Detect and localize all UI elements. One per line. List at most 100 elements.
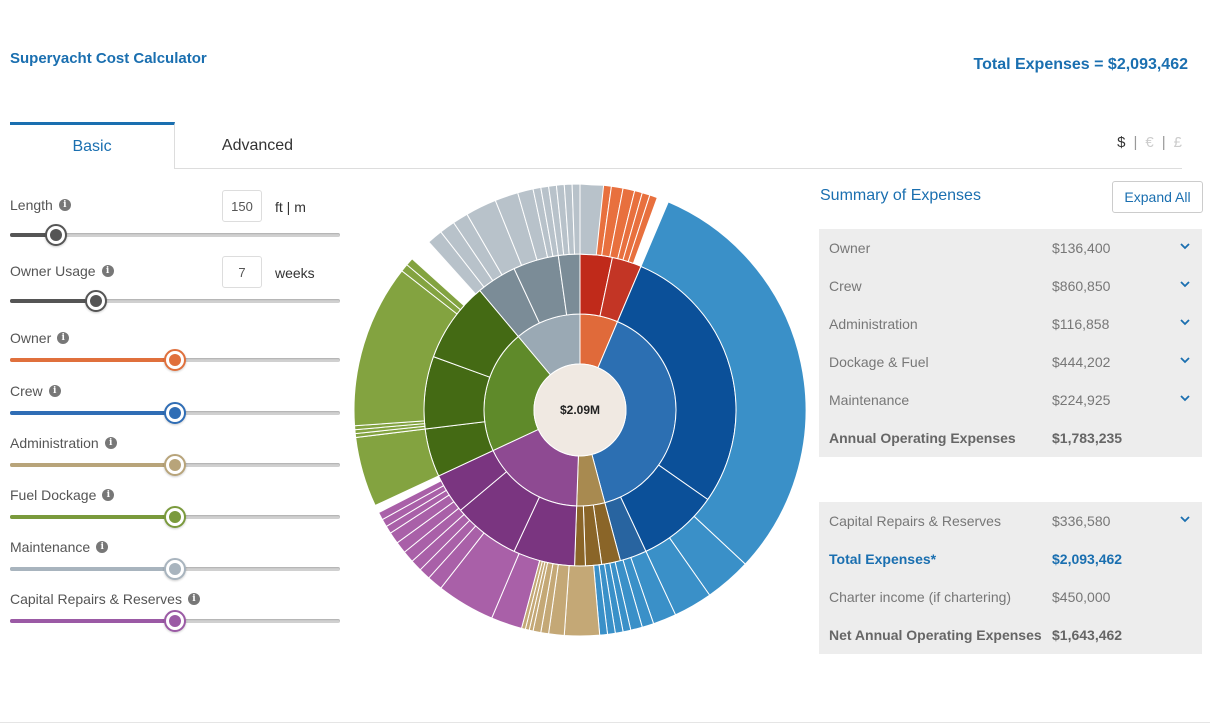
crew-slider-thumb[interactable] [164,402,186,424]
unit-ft-toggle[interactable]: ft [275,199,283,215]
administration-slider-fill [10,463,175,467]
info-icon[interactable]: i [187,593,200,605]
owner-usage-unit: weeks [275,265,315,281]
summary-label: Dockage & Fuel [829,354,929,370]
owner-label: Owner [10,330,52,346]
summary-row-maintenance[interactable]: Maintenance $224,925 [819,381,1202,419]
summary-label: Charter income (if chartering) [829,589,1012,605]
sunburst-chart[interactable]: $2.09M [352,182,808,638]
unit-m-toggle[interactable]: m [294,199,306,215]
administration-slider[interactable] [10,454,340,476]
currency-switcher: $ | € | £ [1117,134,1182,151]
fuel-dockage-slider-fill [10,515,175,519]
tab-bar: Basic Advanced [10,122,1182,169]
summary-row-charter-income: Charter income (if chartering) $450,000 [819,578,1202,616]
summary-value: $224,925 [1052,392,1111,408]
currency-usd[interactable]: $ [1117,134,1126,151]
currency-separator: | [1161,134,1166,151]
summary-value: $450,000 [1052,589,1111,605]
tab-advanced[interactable]: Advanced [221,136,294,154]
owner-slider-fill [10,358,175,362]
sunburst-segment-crew[interactable] [640,201,807,565]
owner-usage-slider-thumb[interactable] [84,290,107,312]
summary-value: $116,858 [1052,316,1110,332]
summary-table-operating: Owner $136,400 Crew $860,850 Administrat… [819,229,1202,457]
chevron-down-icon[interactable] [1178,391,1192,405]
summary-row-capital[interactable]: Capital Repairs & Reserves $336,580 [819,502,1202,540]
chevron-down-icon[interactable] [1178,353,1192,367]
summary-label: Net Annual Operating Expenses [829,627,1042,643]
currency-eur[interactable]: € [1145,134,1154,151]
summary-value: $1,783,235 [1052,430,1123,446]
sunburst-segment-capital-repairs[interactable] [377,480,445,521]
sunburst-segment-maintenance[interactable] [579,183,605,256]
summary-value: $1,643,462 [1052,627,1123,643]
summary-label: Administration [829,316,918,332]
owner-usage-slider[interactable] [10,290,340,312]
length-slider[interactable] [10,224,340,246]
currency-gbp[interactable]: £ [1173,134,1182,151]
capital-slider-thumb[interactable] [164,610,186,632]
owner-usage-label: Owner Usage [10,263,96,279]
summary-row-total: Total Expenses* $2,093,462 [819,540,1202,578]
length-slider-thumb[interactable] [45,224,68,246]
summary-value: $444,202 [1052,354,1111,370]
length-input[interactable]: 150 [222,190,262,222]
summary-row-crew[interactable]: Crew $860,850 [819,267,1202,305]
info-icon[interactable]: i [57,332,70,344]
owner-slider-thumb[interactable] [164,349,186,371]
app-title: Superyacht Cost Calculator [10,50,207,67]
fuel-dockage-slider-thumb[interactable] [164,506,186,528]
administration-label: Administration [10,435,99,451]
crew-label: Crew [10,383,43,399]
chevron-down-icon[interactable] [1178,239,1192,253]
info-icon[interactable]: i [101,265,114,277]
summary-label: Owner [829,240,871,256]
crew-slider[interactable] [10,402,340,424]
administration-slider-thumb[interactable] [164,454,186,476]
crew-slider-fill [10,411,175,415]
sunburst-segment-administration[interactable] [563,564,601,637]
chart-center-label: $2.09M [560,403,600,417]
summary-row-annual-operating: Annual Operating Expenses $1,783,235 [819,419,1202,457]
summary-label: Capital Repairs & Reserves [829,513,1001,529]
chevron-down-icon[interactable] [1178,277,1192,291]
maintenance-slider[interactable] [10,558,340,580]
info-icon[interactable]: i [58,199,71,211]
sunburst-segment-dockage-fuel[interactable] [406,258,465,311]
length-slider-fill [10,233,57,237]
summary-title: Summary of Expenses [820,187,981,204]
info-icon[interactable]: i [48,385,61,397]
fuel-dockage-slider[interactable] [10,506,340,528]
summary-row-administration[interactable]: Administration $116,858 [819,305,1202,343]
expand-all-button[interactable]: Expand All [1112,181,1203,213]
summary-label: Total Expenses* [829,551,937,567]
owner-usage-slider-fill [10,299,96,303]
summary-row-net-operating: Net Annual Operating Expenses $1,643,462 [819,616,1202,654]
summary-value: $136,400 [1052,240,1111,256]
summary-value: $336,580 [1052,513,1111,529]
maintenance-slider-thumb[interactable] [164,558,186,580]
summary-row-owner[interactable]: Owner $136,400 [819,229,1202,267]
tab-basic[interactable]: Basic [10,122,175,169]
owner-usage-input[interactable]: 7 [222,256,262,288]
chart-center [533,363,627,457]
capital-slider[interactable] [10,610,340,632]
info-icon[interactable]: i [104,437,117,449]
capital-label: Capital Repairs & Reserves [10,591,182,607]
summary-label: Annual Operating Expenses [829,430,1016,446]
sunburst-segment-owner[interactable] [627,194,658,265]
page-divider [0,722,1210,723]
summary-value: $2,093,462 [1052,551,1123,567]
info-icon[interactable]: i [102,489,115,501]
chevron-down-icon[interactable] [1178,512,1192,526]
summary-table-totals: Capital Repairs & Reserves $336,580 Tota… [819,502,1202,654]
sunburst-svg[interactable]: $2.09M [352,182,808,638]
total-expenses-header: Total Expenses = $2,093,462 [973,56,1189,73]
summary-row-dockage-fuel[interactable]: Dockage & Fuel $444,202 [819,343,1202,381]
currency-separator: | [1133,134,1138,151]
chevron-down-icon[interactable] [1178,315,1192,329]
owner-slider[interactable] [10,349,340,371]
fuel-dockage-label: Fuel Dockage [10,487,97,503]
info-icon[interactable]: i [96,541,109,553]
